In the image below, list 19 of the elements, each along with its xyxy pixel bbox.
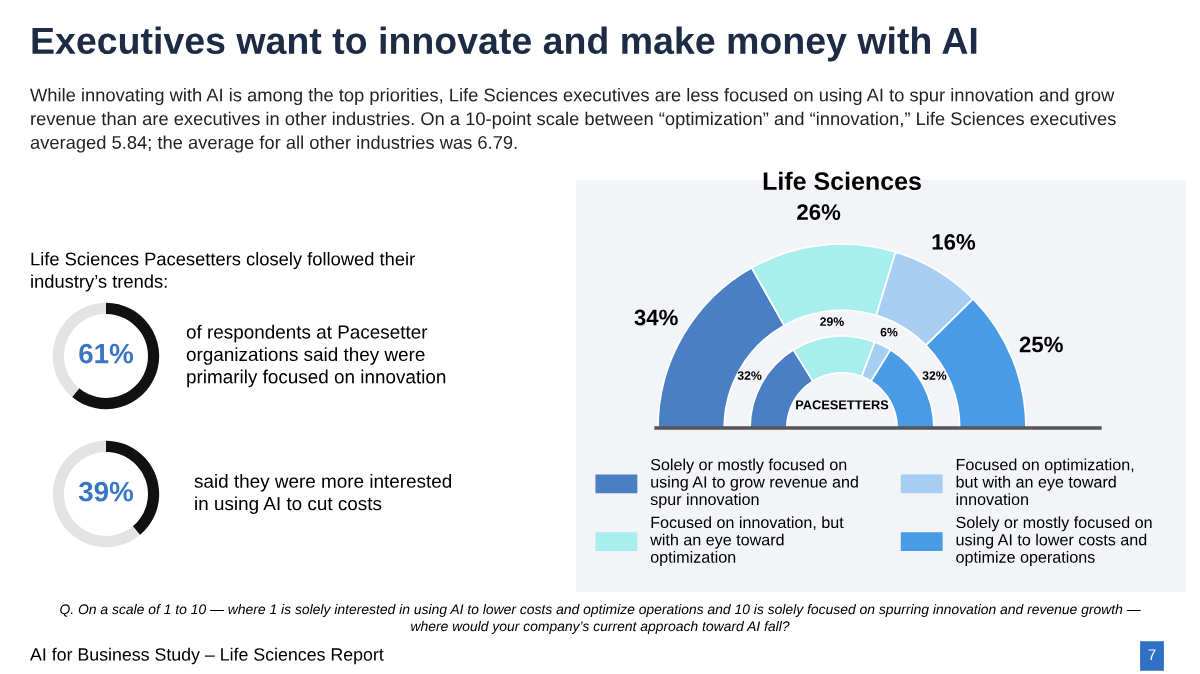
- text: Life Sciences Pacesetters closely followed their industry’s trends:: [31, 252, 415, 292]
- text: While innovating with AI is among the top priorities, Life Sciences executives are less focused on using AI to spur innovation and grow revenue than are executives in other industries. On a 10-point scale between “optimization” and “innovation,” Life Sciences executives averaged 5.84; the average for all other industries was 6.79.: [30, 88, 1116, 153]
- text: said they were more interested in using AI to cut costs: [194, 474, 452, 514]
- data-label: 25%: [1019, 336, 1063, 353]
- text: Executives want to innovate and make money with AI: [32, 26, 977, 62]
- donut-slice: [72, 302, 160, 410]
- chart-title: Life Sciences: [763, 171, 921, 190]
- legend-label: Solely or mostly focused on using AI to grow revenue and spur innovation: [650, 458, 858, 509]
- text: of respondents at Pacesetter organizations said they were primarily focused on innovation: [186, 324, 446, 388]
- legend-label: Solely or mostly focused on using AI to lower costs and optimize operations: [956, 516, 1152, 567]
- data-label: 26%: [797, 204, 841, 220]
- legend-label: Focused on innovation, but with an eye toward optimization: [650, 516, 844, 567]
- legend-label: Focused on optimization, but with an eye toward innovation: [956, 458, 1134, 506]
- donut-slice: [52, 440, 140, 548]
- text: AI for Business Study – Life Sciences Report: [30, 647, 384, 665]
- data-label: 16%: [932, 234, 976, 250]
- data-label: 61%: [79, 343, 134, 364]
- data-label: 34%: [634, 309, 678, 326]
- data-label: 39%: [78, 481, 134, 502]
